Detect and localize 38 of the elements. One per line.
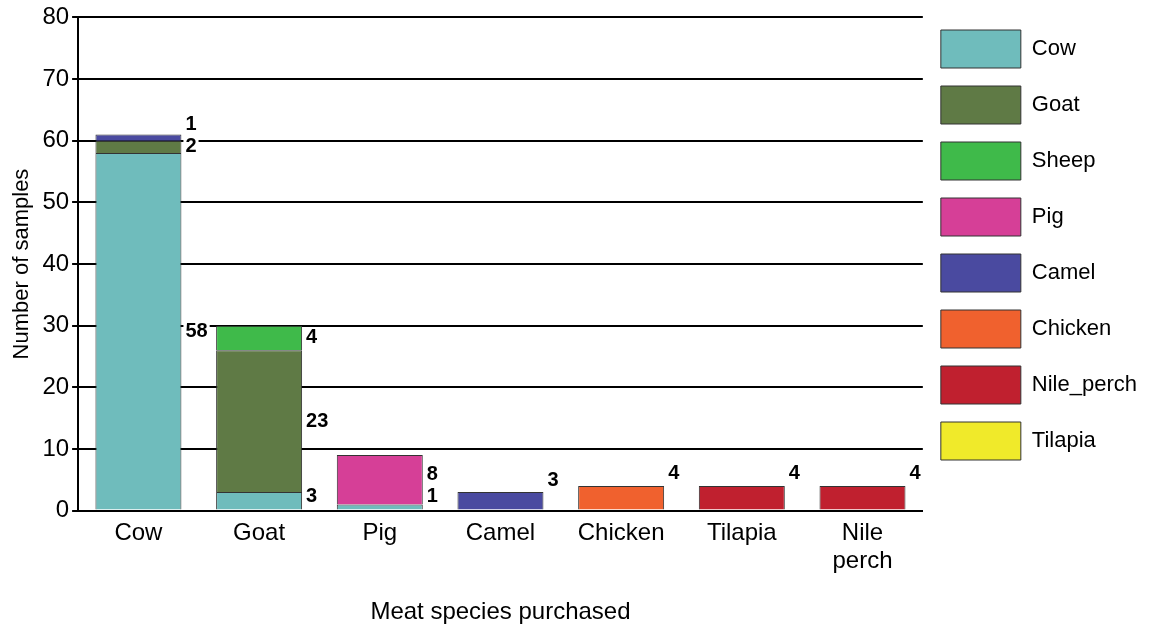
y-tick-label: 20 [42,371,70,399]
legend-label: Camel [1031,259,1096,285]
data-label: 1 [185,112,197,135]
x-tick-label: Tilapia [706,517,778,545]
y-tick-label: 40 [42,248,70,276]
x-tick-label: Nile perch [832,517,893,574]
data-label: 58 [185,318,208,341]
y-tick-label: 10 [42,433,70,461]
x-tick-label: Goat [233,517,286,545]
x-axis-title: Meat species purchased [370,597,631,625]
legend-label: Goat [1031,91,1080,117]
y-tick-label: 50 [42,186,70,214]
x-tick-label: Camel [465,517,536,545]
data-label: 4 [668,461,681,484]
data-label: 2 [185,134,197,157]
legend-label: Cow [1031,35,1076,61]
data-label: 3 [547,467,559,490]
legend-label: Chicken [1031,315,1112,341]
data-label: 1 [426,484,438,507]
y-tick-label: 60 [42,125,70,153]
data-label: 3 [306,484,318,507]
data-label: 4 [788,461,801,484]
x-tick-label: Pig [362,517,398,545]
y-tick-label: 70 [42,63,70,91]
legend-label: Nile_perch [1031,371,1138,397]
legend-label: Pig [1031,203,1064,229]
legend-label: Sheep [1031,147,1096,173]
y-tick-label: 30 [42,310,70,338]
y-tick-label: 80 [42,2,70,30]
y-tick-label: 0 [55,495,70,523]
legend-label: Tilapia [1031,427,1097,453]
data-label: 4 [306,325,319,348]
x-tick-label: Cow [114,517,164,545]
data-label: 4 [909,461,922,484]
data-label: 8 [426,462,438,485]
x-tick-label: Chicken [577,517,665,545]
y-axis-title: Number of samples [8,168,34,360]
data-label: 23 [306,408,329,431]
